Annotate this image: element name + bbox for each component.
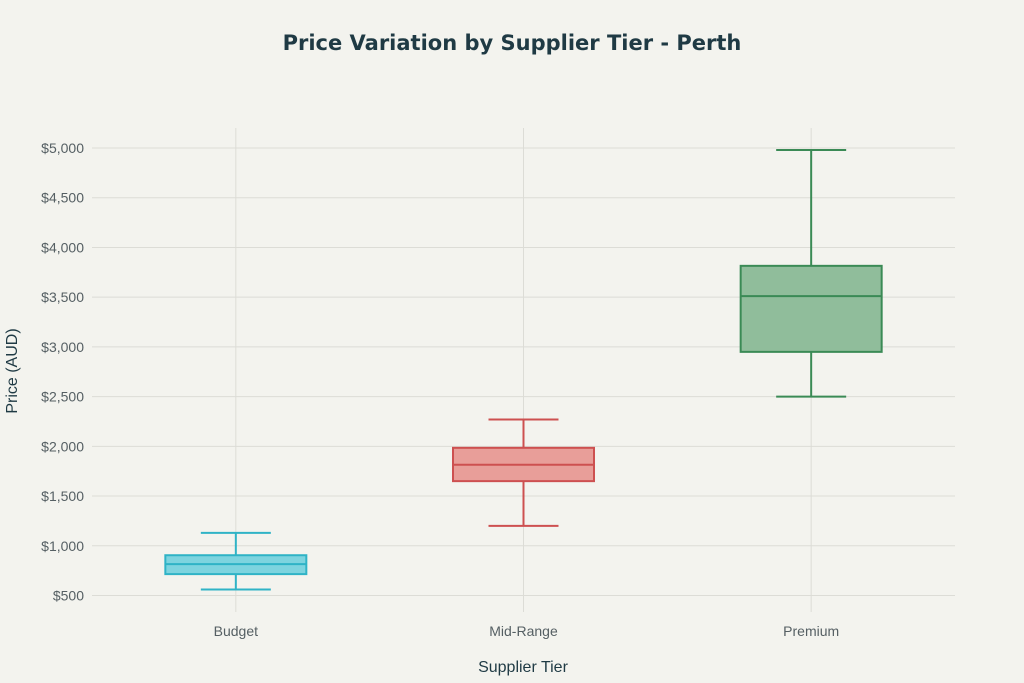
x-tick-label: Budget <box>214 623 258 639</box>
box-premium <box>739 148 883 398</box>
y-tick-label: $3,000 <box>41 339 84 355</box>
x-tick-label: Mid-Range <box>489 623 558 639</box>
y-tick-label: $4,000 <box>41 239 84 255</box>
chart-title: Price Variation by Supplier Tier - Perth <box>283 31 742 55</box>
iqr-box <box>739 264 883 353</box>
y-tick-label: $500 <box>53 588 84 604</box>
boxes-layer <box>164 148 883 591</box>
grid-layer <box>92 128 955 612</box>
y-tick-label: $1,000 <box>41 538 84 554</box>
y-tick-label: $1,500 <box>41 488 84 504</box>
y-axis-ticks: $500 $1,000 $1,500 $2,000 $2,500 $3,000 $3,500… <box>41 140 84 604</box>
y-tick-label: $3,500 <box>41 289 84 305</box>
y-tick-label: $5,000 <box>41 140 84 156</box>
x-tick-label: Premium <box>783 623 839 639</box>
x-axis-title: Supplier Tier <box>478 659 568 676</box>
box-budget <box>164 531 308 591</box>
y-axis-title: Price (AUD) <box>4 328 21 413</box>
box-mid-range <box>452 418 595 527</box>
y-tick-label: $4,500 <box>41 190 84 206</box>
y-tick-label: $2,500 <box>41 389 84 405</box>
y-tick-label: $2,000 <box>41 438 84 454</box>
x-axis-ticks: Budget Mid-Range Premium <box>214 623 840 639</box>
